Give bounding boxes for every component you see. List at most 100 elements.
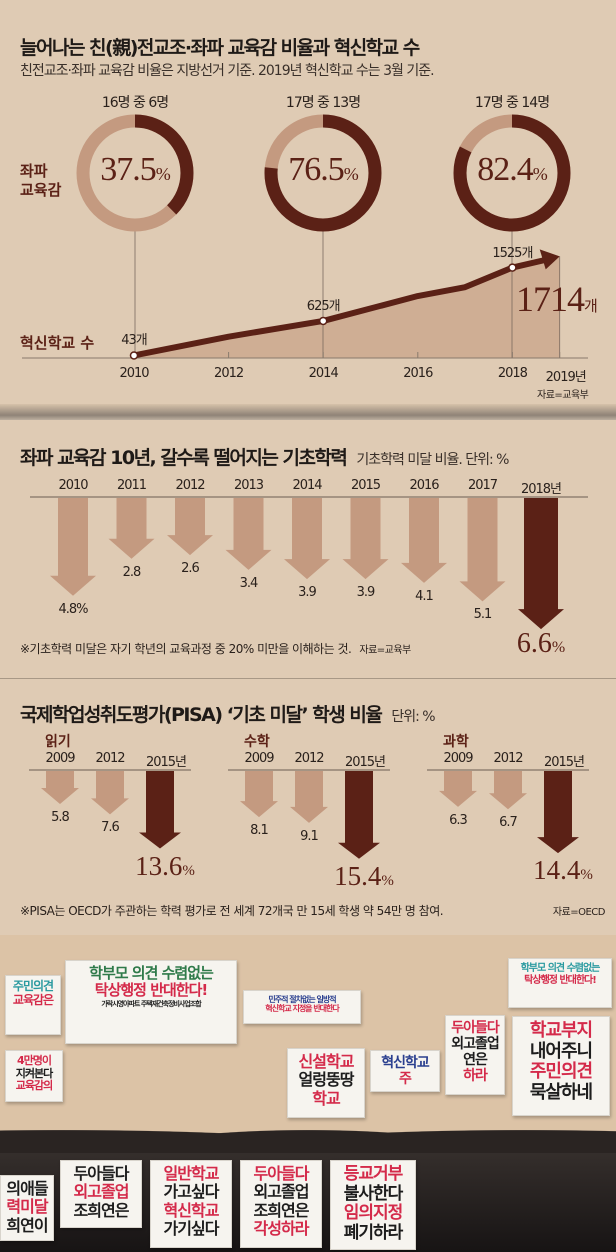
sign-text: 희연이 <box>6 1215 48 1235</box>
arrow-bar <box>240 771 278 818</box>
subject-label: 수학 <box>244 734 270 750</box>
x-tick-label: 2019년 <box>545 370 587 385</box>
sign-text: 탁상행정 반대한다! <box>94 981 208 1000</box>
sign-text: 혁신학교 <box>163 1200 220 1220</box>
section3-title: 국제학업성취도평가(PISA) ‘기초 미달’ 학생 비율 <box>20 704 383 726</box>
donut-caption: 17명 중 13명 <box>285 95 361 111</box>
protest-sign: 신설학교 얼렁뚱땅 학교 <box>287 1048 365 1118</box>
highlight-unit: 개 <box>584 297 598 315</box>
arrow-bar <box>225 498 272 570</box>
protest-sign: 두아들다 외고졸업 조희연은 <box>60 1160 142 1228</box>
year-label: 2015년 <box>145 755 187 770</box>
arrow-bar <box>342 498 389 580</box>
highlight-value: 6.6% <box>481 628 601 660</box>
x-tick-label: 2012 <box>214 366 244 381</box>
arrow-bar <box>401 498 447 583</box>
section1-title: 늘어나는 친(親)전교조·좌파 교육감 비율과 혁신학교 수 <box>20 37 420 59</box>
donut-value-unit: % <box>343 164 359 184</box>
value-label: 3.9 <box>298 585 317 601</box>
donut-value: 37.5% <box>75 151 195 189</box>
protest-sign: 민주적 절차없는 일방적 혁신학교 지정을 반대한다 <box>243 990 361 1024</box>
section1-source: 자료=교육부 <box>537 390 589 401</box>
arrow-bar <box>489 771 527 810</box>
donut-row-label-line2: 교육감 <box>20 181 62 199</box>
donut-caption: 17명 중 14명 <box>474 95 550 111</box>
sign-text: 외고졸업 <box>73 1182 130 1202</box>
value-label: 6.7 <box>499 815 518 831</box>
sign-text: 두아들다 <box>73 1164 130 1183</box>
arrow-bar <box>167 498 213 556</box>
donut-row-label-line1: 좌파 <box>20 162 48 180</box>
value-label: 3.4 <box>239 575 259 591</box>
data-label: 1525개 <box>492 245 533 261</box>
protest-sign: 학부모 의견 수렴없는 탁상행정 반대한다! <box>508 958 612 1008</box>
highlight-1714: 1714개 <box>516 278 598 320</box>
donut-slice <box>453 114 571 232</box>
arrow-bar <box>284 498 330 580</box>
sign-text: 력미달 <box>6 1197 48 1217</box>
sign-text: 가고싶다 <box>163 1182 220 1202</box>
protest-sign: 4만명이 지켜본다 교육감의 <box>5 1050 63 1102</box>
sign-text: 조희연은 <box>73 1200 130 1220</box>
year-label: 2009 <box>45 751 75 766</box>
line-area <box>134 256 560 358</box>
sign-text: 외고졸업 <box>253 1182 310 1202</box>
year-label: 2017 <box>467 478 498 493</box>
data-point <box>129 351 139 360</box>
value-label: 3.9 <box>356 585 376 601</box>
year-label: 2011 <box>116 478 147 493</box>
value-label: 6.3 <box>449 812 468 828</box>
x-tick-label: 2014 <box>308 366 339 381</box>
arrow-bar <box>459 498 506 602</box>
sign-text: 각성하라 <box>253 1219 310 1239</box>
sign-text: 4만명이 <box>16 1054 52 1067</box>
sign-text: 주민의견 <box>529 1061 593 1083</box>
arrow-bar <box>41 771 79 805</box>
sign-text: 두아들다 <box>451 1020 500 1036</box>
highlight-unit: % <box>580 867 593 884</box>
year-label: 2012 <box>294 751 324 766</box>
section3-unit: 단위: % <box>391 709 435 725</box>
subject-label: 과학 <box>443 734 469 750</box>
donut-value-number: 82.4 <box>477 151 533 188</box>
subject-label: 읽기 <box>45 734 71 750</box>
sign-text: 불사한다 <box>343 1183 404 1204</box>
highlight-number: 14.4 <box>533 855 581 886</box>
year-label: 2013 <box>233 478 264 493</box>
value-label: 2.6 <box>181 561 200 577</box>
year-label: 2012 <box>493 751 523 766</box>
donut-row-label: 좌파 교육감 <box>20 162 61 200</box>
arrow-bar <box>139 771 181 849</box>
sign-text: 내어주니 <box>529 1040 593 1062</box>
sign-text: 가락시영아파트 주택재건축정비사업조합 <box>101 999 201 1008</box>
sign-text: 학교부지 <box>529 1020 593 1041</box>
highlight-number: 6.6 <box>516 628 552 659</box>
sign-text: 주민의견 <box>12 979 54 993</box>
sign-text: 학부모 의견 수렴없는 <box>520 963 601 974</box>
section2-header: 좌파 교육감 10년, 갈수록 떨어지는 기초학력 기초학력 미달 비율. 단위… <box>20 443 600 470</box>
sign-text: 교육감은 <box>12 992 54 1007</box>
data-label: 43개 <box>121 333 148 349</box>
year-label: 2012 <box>95 751 125 766</box>
arrow-bar <box>290 771 328 823</box>
protest-sign: 의애들 력미달 희연이 <box>0 1175 54 1241</box>
section2-footer: ※기초학력 미달은 자기 학년의 교육과정 중 20% 미만을 이해하는 것. … <box>20 640 505 657</box>
protest-sign: 두아들다 외고졸업 연은 하라 <box>445 1015 505 1095</box>
protest-sign: 일반학교 가고싶다 혁신학교 가기싶다 <box>150 1160 232 1248</box>
year-label: 2015년 <box>344 755 386 770</box>
line-arrowhead <box>539 249 560 270</box>
x-tick-label: 2018 <box>497 366 528 381</box>
value-label: 9.1 <box>300 828 319 844</box>
donut-value: 82.4% <box>452 151 572 189</box>
highlight-unit: % <box>381 872 394 889</box>
arrow-bar <box>50 498 96 596</box>
sign-text: 묵살하네 <box>529 1082 593 1104</box>
value-label: 4.1 <box>415 588 434 604</box>
year-label: 2015년 <box>543 755 585 770</box>
protest-sign: 혁신학교 주 <box>370 1050 440 1092</box>
x-tick-label: 2016 <box>403 366 433 381</box>
sign-text: 학부모 의견 수렴없는 <box>89 964 214 982</box>
year-label: 2018년 <box>520 482 562 497</box>
sign-text: 학교 <box>312 1088 340 1108</box>
highlight-unit: % <box>182 862 195 879</box>
